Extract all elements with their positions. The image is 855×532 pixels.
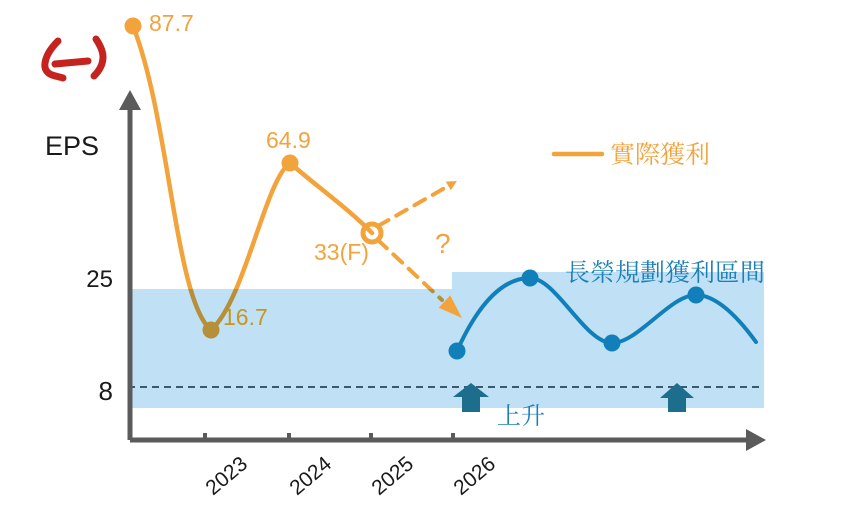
svg-text:長榮規劃獲利區間: 長榮規劃獲利區間 — [565, 253, 765, 289]
svg-text:25: 25 — [86, 266, 113, 293]
svg-text:?: ? — [435, 228, 451, 259]
svg-text:8: 8 — [99, 376, 113, 406]
svg-text:87.7: 87.7 — [149, 10, 194, 36]
svg-text:16.7: 16.7 — [223, 304, 268, 330]
svg-text:上升: 上升 — [497, 396, 545, 431]
svg-text:2025: 2025 — [367, 452, 418, 500]
svg-text:2024: 2024 — [285, 452, 336, 500]
svg-text:2023: 2023 — [201, 452, 252, 500]
svg-text:實際獲利: 實際獲利 — [610, 135, 710, 171]
svg-text:33(F): 33(F) — [314, 239, 369, 265]
svg-text:2026: 2026 — [449, 452, 500, 500]
svg-text:EPS: EPS — [45, 131, 99, 161]
svg-text:64.9: 64.9 — [266, 127, 311, 153]
